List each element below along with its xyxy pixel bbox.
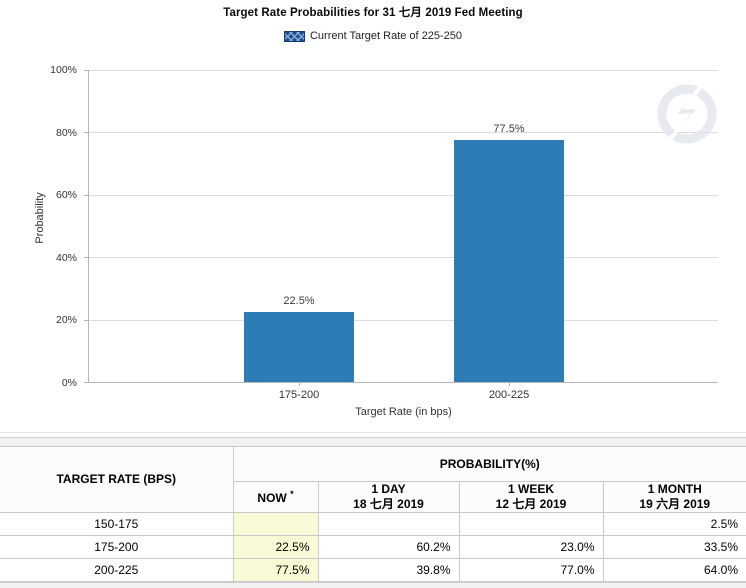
month-cell: 2.5% (602, 512, 746, 536)
week-cell (458, 512, 604, 536)
y-axis-tick (84, 132, 89, 134)
now-label: NOW (257, 490, 287, 505)
chart-title: Target Rate Probabilities for 31 七月 2019… (223, 7, 523, 19)
plot-area: 22.5% 77.5% 175-200 200-225 Target Rate … (84, 70, 718, 418)
1month-date: 19 六月 2019 (639, 497, 711, 511)
1day-label: 1 DAY (371, 482, 406, 497)
y-axis-tick (84, 382, 89, 383)
day-cell: 60.2% (317, 535, 460, 559)
y-tick-60: 60% (55, 189, 77, 202)
gridline-20 (89, 319, 718, 321)
day-cell: 39.8% (317, 558, 460, 582)
gridline-60 (89, 194, 718, 196)
1month-label: 1 MONTH (647, 482, 702, 497)
target-rate-cell: 150-175 (0, 512, 234, 536)
gridline-100 (89, 70, 718, 71)
col-header-1month: 1 MONTH 19 六月 2019 (602, 481, 746, 513)
month-cell: 64.0% (602, 558, 746, 582)
y-axis-tick (84, 257, 89, 259)
x-category-label: 175-200 (278, 389, 320, 401)
now-cell (232, 512, 319, 536)
table-row-150-175: 150-175 2.5% (0, 512, 746, 536)
y-axis-tick (84, 70, 89, 71)
bar-200-225 (454, 140, 564, 382)
y-tick-40: 40% (55, 251, 77, 264)
gridline-40 (89, 257, 718, 259)
col-header-1week: 1 WEEK 12 七月 2019 (458, 481, 604, 513)
1week-label: 1 WEEK (507, 482, 554, 497)
probability-group-header: PROBABILITY(%) (232, 446, 746, 482)
separator-band (0, 437, 746, 446)
1day-date: 18 七月 2019 (353, 497, 424, 511)
probability-table-section: TARGET RATE (BPS) PROBABILITY(%) NOW * 1… (0, 437, 746, 588)
bottom-band (0, 582, 746, 588)
watermark-lightning-logo-icon (657, 76, 717, 150)
bar-value-label: 77.5% (493, 123, 525, 136)
now-cell: 22.5% (232, 535, 319, 559)
bar-value-label: 22.5% (283, 294, 315, 307)
x-category-label: 200-225 (488, 389, 530, 401)
chart-table-divider (0, 432, 746, 433)
bar-175-200 (244, 311, 354, 382)
target-rate-header: TARGET RATE (BPS) (0, 446, 234, 513)
x-axis-title: Target Rate (in bps) (355, 406, 452, 418)
table-row-175-200: 175-200 22.5% 60.2% 23.0% 33.5% (0, 535, 746, 559)
x-axis-tick (509, 382, 510, 386)
1week-date: 12 七月 2019 (495, 497, 567, 511)
now-cell: 77.5% (232, 558, 319, 582)
crosshatch-swatch-icon (283, 30, 305, 42)
col-header-now: NOW * (233, 481, 319, 513)
gridline-80 (89, 132, 718, 134)
table-row-200-225: 200-225 77.5% 39.8% 77.0% 64.0% (0, 558, 746, 582)
day-cell (317, 512, 460, 536)
week-cell: 77.0% (458, 558, 604, 582)
y-axis-tick (84, 194, 89, 196)
probability-table: TARGET RATE (BPS) PROBABILITY(%) NOW * 1… (0, 446, 746, 582)
target-rate-cell: 175-200 (0, 535, 234, 559)
y-tick-20: 20% (55, 314, 77, 327)
legend-label: Current Target Rate of 225-250 (309, 30, 463, 42)
y-tick-0: 0% (61, 377, 77, 389)
y-axis-tick (84, 319, 89, 321)
target-rate-cell: 200-225 (0, 558, 234, 582)
col-header-1day: 1 DAY 18 七月 2019 (317, 481, 460, 513)
month-cell: 33.5% (602, 535, 746, 559)
y-tick-100: 100% (50, 64, 77, 76)
chart-legend: Current Target Rate of 225-250 (0, 30, 746, 42)
y-axis-tick-labels: 100% 80% 60% 40% 20% 0% (0, 64, 83, 389)
chart-section: Target Rate Probabilities for 31 七月 2019… (0, 7, 746, 433)
now-asterisk: * (290, 488, 294, 499)
x-axis-tick (299, 382, 300, 386)
y-tick-80: 80% (55, 126, 77, 139)
week-cell: 23.0% (458, 535, 604, 559)
